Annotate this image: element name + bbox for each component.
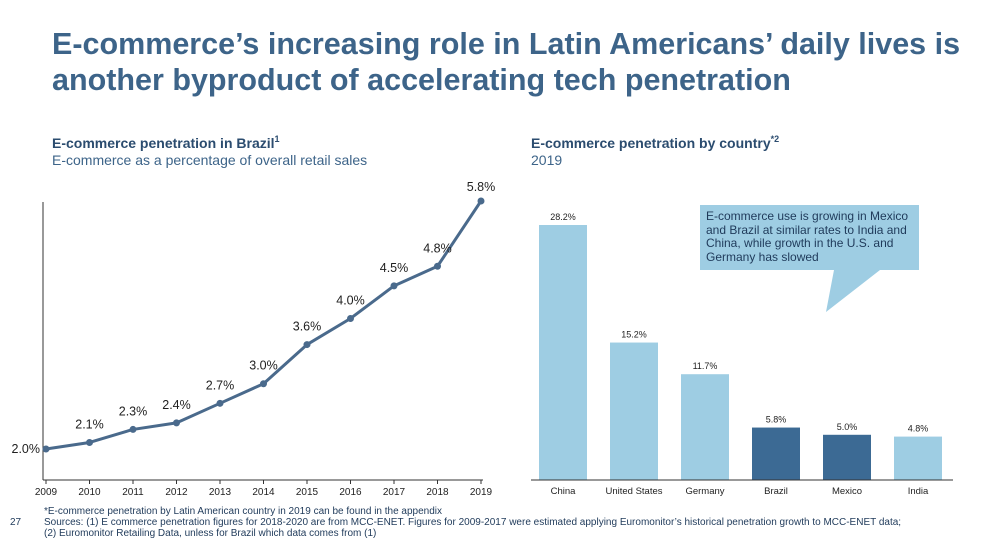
line-data-label: 3.6% — [293, 320, 322, 334]
brazil-line-chart: 2009 2.0% 2010 2.1% 2011 2.3% 2012 2.4% 2013 2.7%… — [12, 180, 496, 498]
line-point — [129, 425, 137, 433]
line-x-tick-label: 2017 — [383, 487, 406, 498]
bar — [610, 342, 658, 480]
line-x-tick-label: 2013 — [209, 487, 232, 498]
bar-category-label: India — [908, 486, 929, 497]
callout-text: E-commerce use is growing in Mexico and … — [706, 209, 909, 264]
bar-data-label: 15.2% — [621, 330, 647, 340]
country-bar-chart: 28.2% China 15.2% United States 11.7% Germany… — [531, 212, 953, 497]
callout-box — [700, 205, 919, 312]
sources-note: Sources: (1) E commerce penetration figu… — [44, 517, 902, 539]
bar — [823, 434, 871, 480]
line-x-tick-label: 2009 — [35, 487, 58, 498]
line-x-tick-label: 2011 — [122, 487, 144, 498]
line-x-tick-label: 2016 — [339, 487, 362, 498]
bar-data-label: 5.8% — [766, 415, 787, 425]
line-x-tick-label: 2014 — [252, 487, 275, 498]
line-point — [434, 262, 441, 270]
line-x-tick-label: 2012 — [165, 487, 188, 498]
brazil-chart-header: E-commerce penetration in Brazil1 E-comm… — [52, 135, 367, 169]
country-chart-title: E-commerce penetration by country*2 — [531, 134, 780, 152]
bar-data-label: 4.8% — [908, 424, 929, 434]
line-x-tick-label: 2010 — [78, 487, 101, 498]
line-data-label: 5.8% — [467, 180, 496, 194]
line-data-label: 2.0% — [12, 442, 41, 456]
line-point — [303, 341, 311, 349]
line-point — [260, 380, 267, 388]
line-point — [347, 314, 354, 322]
country-chart-header: E-commerce penetration by country*2 2019 — [531, 135, 779, 169]
bar-category-label: United States — [605, 486, 662, 497]
bar-data-label: 5.0% — [837, 422, 858, 432]
brazil-series-line — [45, 200, 483, 451]
footnote: *E-commerce penetration by Latin America… — [44, 506, 443, 517]
line-point — [216, 399, 224, 407]
brazil-chart-title: E-commerce penetration in Brazil1 — [52, 134, 280, 152]
bar — [539, 225, 587, 480]
bar-category-label: Brazil — [764, 486, 788, 497]
line-point — [173, 419, 180, 427]
country-chart-subtitle: 2019 — [531, 152, 563, 168]
line-data-label: 2.1% — [75, 417, 104, 431]
line-x-tick-label: 2015 — [296, 487, 319, 498]
line-data-label: 2.4% — [162, 398, 191, 412]
line-data-label: 4.5% — [380, 261, 409, 275]
line-data-label: 4.8% — [423, 241, 452, 255]
line-point — [390, 282, 398, 290]
brazil-chart-subtitle: E-commerce as a percentage of overall re… — [52, 152, 368, 168]
line-point — [477, 197, 485, 205]
bar-category-label: China — [551, 486, 577, 497]
bar-category-label: Mexico — [832, 486, 862, 497]
line-data-label: 2.3% — [119, 404, 148, 418]
bar — [752, 427, 800, 480]
bar-category-label: Germany — [685, 486, 724, 497]
line-point — [86, 438, 93, 446]
page-number: 27 — [10, 517, 22, 528]
bar-data-label: 11.7% — [693, 361, 718, 371]
line-data-label: 3.0% — [249, 359, 278, 373]
line-point — [42, 445, 50, 453]
bar — [681, 374, 729, 480]
page-title: E-commerce’s increasing role in Latin Am… — [52, 27, 961, 97]
bar-data-label: 28.2% — [550, 212, 576, 222]
line-data-label: 4.0% — [336, 293, 365, 307]
line-x-tick-label: 2018 — [426, 487, 449, 498]
line-x-tick-label: 2019 — [470, 487, 493, 498]
bar — [894, 436, 942, 480]
line-data-label: 2.7% — [206, 378, 235, 392]
